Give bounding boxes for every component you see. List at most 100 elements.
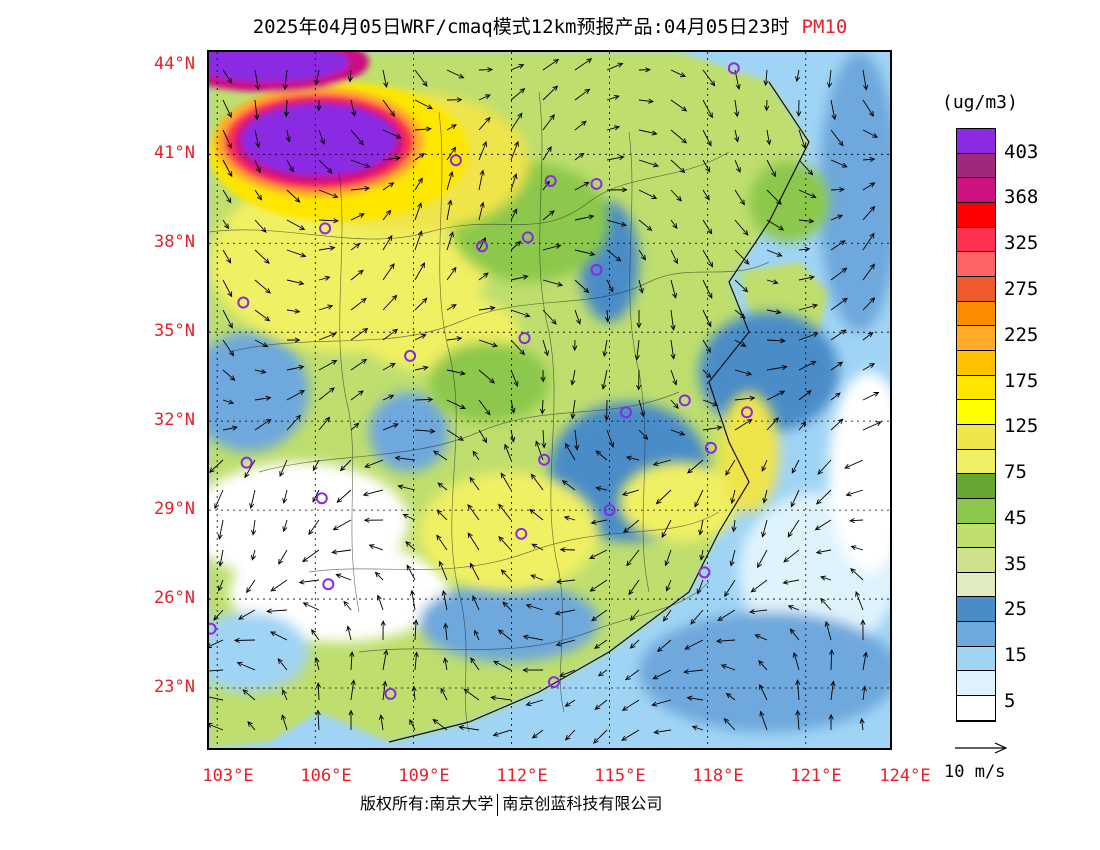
city-marker-icon[interactable] bbox=[678, 394, 691, 407]
wind-vector-arrow-icon bbox=[792, 651, 800, 671]
city-marker-icon[interactable] bbox=[619, 406, 632, 419]
wind-vector-arrow-icon bbox=[405, 541, 416, 551]
city-marker-icon[interactable] bbox=[698, 566, 711, 579]
wind-vector-arrow-icon bbox=[638, 129, 658, 136]
wind-vector-arrow-icon bbox=[343, 600, 352, 611]
wind-vector-arrow-icon bbox=[734, 395, 756, 401]
wind-vector-arrow-icon bbox=[862, 182, 876, 191]
city-marker-icon[interactable] bbox=[544, 174, 557, 187]
wind-vector-arrow-icon bbox=[766, 309, 782, 315]
wind-vector-arrow-icon bbox=[670, 309, 676, 331]
city-marker-icon[interactable] bbox=[603, 504, 616, 517]
wind-vector-arrow-icon bbox=[815, 549, 832, 555]
wind-vector-arrow-icon bbox=[282, 519, 288, 533]
wind-vector-arrow-icon bbox=[316, 99, 322, 112]
city-marker-icon[interactable] bbox=[704, 441, 717, 454]
city-marker-icon[interactable] bbox=[547, 676, 560, 689]
city-marker-icon[interactable] bbox=[727, 62, 740, 75]
colorbar-label: 325 bbox=[1004, 232, 1039, 254]
wind-vector-arrow-icon bbox=[766, 219, 785, 231]
wind-vector-arrow-icon bbox=[510, 112, 523, 131]
wind-vector-arrow-icon bbox=[376, 594, 384, 611]
wind-vector-arrow-icon bbox=[497, 629, 512, 641]
wind-vector-arrow-icon bbox=[217, 579, 224, 592]
wind-vector-arrow-icon bbox=[731, 519, 737, 533]
wind-vector-arrow-icon bbox=[318, 332, 337, 341]
wind-vector-arrow-icon bbox=[670, 429, 686, 436]
wind-vector-arrow-icon bbox=[214, 489, 224, 510]
city-marker-icon[interactable] bbox=[322, 578, 335, 591]
wind-vector-arrow-icon bbox=[830, 99, 837, 121]
wind-vector-arrow-icon bbox=[314, 69, 320, 86]
colorbar-segment bbox=[957, 646, 995, 672]
wind-vector-arrow-icon bbox=[254, 368, 267, 374]
city-marker-icon[interactable] bbox=[515, 527, 528, 540]
colorbar-segment bbox=[957, 474, 995, 499]
lon-label: 115°E bbox=[594, 766, 646, 786]
wind-vector-arrow-icon bbox=[574, 120, 587, 131]
wind-vector-arrow-icon bbox=[413, 619, 419, 641]
wind-vector-arrow-icon bbox=[510, 274, 529, 281]
city-marker-icon[interactable] bbox=[384, 687, 397, 700]
wind-vector-arrow-icon bbox=[862, 232, 875, 251]
city-marker-icon[interactable] bbox=[476, 240, 489, 253]
wind-vector-arrow-icon bbox=[606, 249, 622, 262]
wind-vector-arrow-icon bbox=[734, 159, 741, 174]
wind-vector-arrow-icon bbox=[493, 660, 512, 671]
city-marker-icon[interactable] bbox=[315, 492, 328, 505]
wind-vector-arrow-icon bbox=[478, 399, 491, 416]
city-marker-icon[interactable] bbox=[518, 332, 531, 345]
wind-vector-arrow-icon bbox=[564, 699, 576, 707]
wind-vector-arrow-icon bbox=[535, 440, 544, 461]
wind-vector-arrow-icon bbox=[478, 429, 488, 444]
wind-vector-arrow-icon bbox=[282, 69, 288, 91]
colorbar-unit: (ug/m3) bbox=[942, 92, 1018, 113]
wind-vector-arrow-icon bbox=[350, 185, 371, 192]
wind-vector-arrow-icon bbox=[862, 363, 876, 371]
wind-vector-arrow-icon bbox=[414, 262, 425, 281]
wind-vector-arrow-icon bbox=[478, 236, 487, 251]
wind-vector-arrow-icon bbox=[348, 709, 354, 731]
wind-vector-arrow-icon bbox=[683, 669, 704, 675]
wind-vector-arrow-icon bbox=[498, 536, 512, 551]
wind-vector-arrow-icon bbox=[636, 309, 642, 329]
city-marker-icon[interactable] bbox=[209, 622, 217, 635]
wind-vector-arrow-icon bbox=[402, 514, 416, 521]
colorbar-segment bbox=[957, 276, 995, 302]
wind-vector-arrow-icon bbox=[638, 219, 653, 231]
wind-vector-arrow-icon bbox=[298, 579, 320, 585]
city-marker-icon[interactable] bbox=[449, 154, 462, 167]
wind-vector-arrow-icon bbox=[702, 249, 714, 268]
wind-vector-arrow-icon bbox=[382, 99, 396, 117]
colorbar-segment bbox=[957, 375, 995, 401]
colorbar-label: 5 bbox=[1004, 690, 1016, 712]
lat-label: 41°N bbox=[154, 143, 195, 163]
wind-vector-arrow-icon bbox=[725, 692, 736, 701]
wind-vector-arrow-icon bbox=[504, 443, 512, 461]
city-marker-icon[interactable] bbox=[521, 231, 534, 244]
city-marker-icon[interactable] bbox=[590, 263, 603, 276]
wind-vector-arrow-icon bbox=[382, 328, 398, 341]
wind-vector-arrow-icon bbox=[687, 459, 704, 474]
colorbar-label: 368 bbox=[1004, 186, 1039, 208]
wind-vector-arrow-icon bbox=[817, 459, 832, 475]
city-marker-icon[interactable] bbox=[237, 296, 250, 309]
wind-vector-arrow-icon bbox=[283, 99, 289, 118]
wind-vector-arrow-icon bbox=[824, 620, 832, 641]
city-marker-icon[interactable] bbox=[740, 406, 753, 419]
wind-vector-arrow-icon bbox=[318, 129, 326, 145]
wind-vector-arrow-icon bbox=[368, 544, 384, 551]
wind-vector-arrow-icon bbox=[254, 69, 261, 91]
city-marker-icon[interactable] bbox=[538, 453, 551, 466]
city-marker-icon[interactable] bbox=[240, 456, 253, 469]
city-marker-icon[interactable] bbox=[590, 177, 603, 190]
pollution-map[interactable] bbox=[207, 50, 892, 750]
city-marker-icon[interactable] bbox=[319, 222, 332, 235]
wind-vector-arrow-icon bbox=[859, 717, 865, 731]
city-marker-icon[interactable] bbox=[404, 349, 417, 362]
wind-vector-arrow-icon bbox=[702, 369, 712, 379]
wind-vector-arrow-icon bbox=[525, 699, 544, 707]
wind-vector-arrow-icon bbox=[860, 619, 866, 641]
wind-legend-label: 10 m/s bbox=[944, 762, 1006, 782]
wind-vector-arrow-icon bbox=[815, 489, 832, 505]
